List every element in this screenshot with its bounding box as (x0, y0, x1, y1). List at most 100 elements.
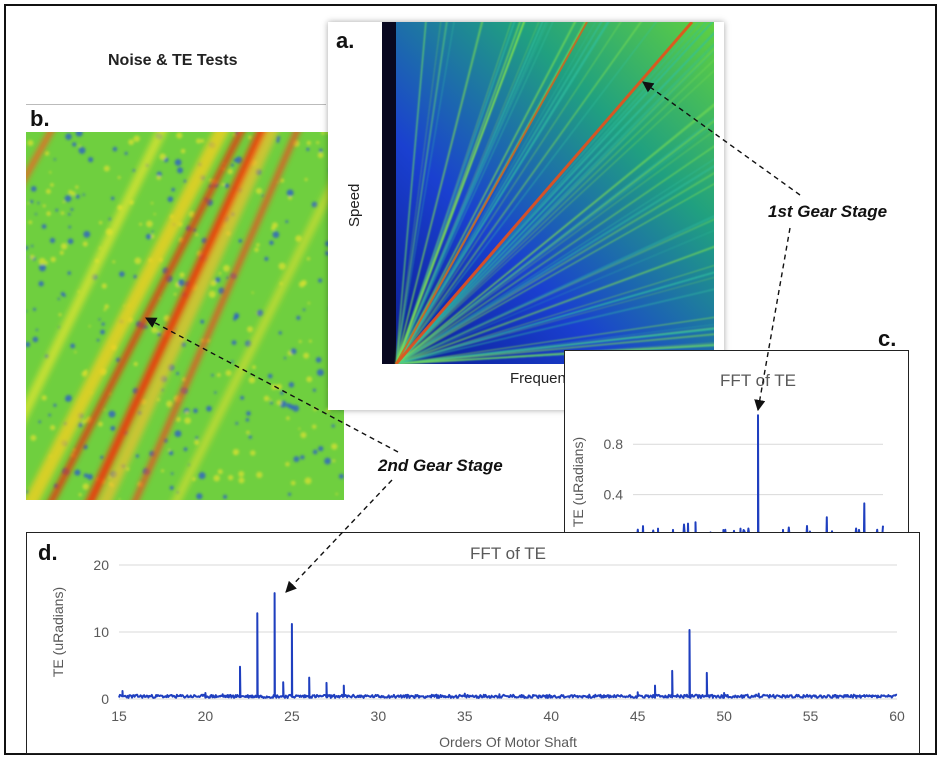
texture-speck (156, 175, 162, 180)
chart-d-xtick: 20 (198, 708, 214, 724)
texture-speck (65, 394, 73, 402)
texture-speck (255, 187, 263, 195)
texture-speck (252, 365, 256, 370)
texture-speck (275, 139, 280, 143)
chart-d-xtick: 30 (371, 708, 387, 724)
texture-ray (395, 22, 540, 364)
texture-speck (88, 325, 91, 328)
texture-speck (28, 220, 33, 225)
texture-ray (395, 218, 714, 364)
texture-speck (261, 194, 264, 197)
texture-speck (316, 368, 324, 377)
texture-speck (34, 213, 37, 216)
texture-speck (145, 233, 152, 240)
texture-speck (50, 256, 56, 263)
texture-speck (248, 135, 252, 140)
texture-speck (194, 439, 200, 446)
texture-speck (269, 240, 274, 246)
texture-speck (74, 350, 77, 354)
heading-divider (26, 104, 326, 105)
texture-speck (65, 133, 72, 140)
texture-speck (210, 280, 217, 287)
texture-speck (124, 151, 128, 155)
chart-c-ylabel: TE (uRadians) (570, 437, 586, 527)
texture-speck (30, 186, 37, 192)
texture-speck (287, 195, 293, 200)
texture-speck (304, 178, 308, 182)
texture-speck (174, 430, 182, 438)
texture-speck (166, 400, 173, 408)
texture-speck (214, 391, 217, 394)
texture-speck (177, 167, 184, 174)
texture-speck (41, 224, 47, 229)
texture-speck (161, 469, 165, 473)
texture-speck (30, 244, 34, 248)
chart-d-ytick: 20 (93, 557, 109, 573)
texture-speck (223, 264, 230, 272)
texture-speck (240, 395, 245, 400)
texture-speck (58, 313, 62, 317)
texture-speck (128, 139, 135, 146)
texture-speck (307, 301, 311, 305)
texture-ray (395, 130, 714, 364)
texture-speck (196, 493, 203, 500)
texture-speck (183, 179, 187, 183)
texture-speck (238, 238, 243, 243)
texture-speck (38, 281, 44, 287)
texture-speck (296, 315, 301, 320)
texture-speck (176, 371, 180, 375)
texture-speck (83, 444, 88, 450)
texture-ray (395, 42, 714, 364)
texture-speck (246, 326, 254, 333)
texture-speck (200, 138, 205, 143)
texture-speck (215, 277, 221, 283)
texture-speck (33, 307, 37, 311)
texture-speck (100, 455, 104, 459)
texture-ray (395, 22, 622, 364)
texture-speck (82, 419, 87, 424)
texture-speck (135, 454, 139, 458)
texture-speck (269, 398, 272, 401)
panel-b-label: b. (30, 106, 50, 131)
texture-speck (218, 272, 222, 275)
texture-ray (395, 146, 714, 364)
texture-speck (213, 474, 220, 482)
texture-speck (287, 492, 292, 496)
texture-speck (64, 195, 72, 202)
texture-speck (70, 343, 76, 349)
figure-frame (4, 4, 937, 755)
texture-speck (58, 326, 61, 329)
chart-c-title: FFT of TE (720, 371, 796, 390)
panel-a-spectrogram (382, 22, 714, 364)
texture-speck (304, 477, 312, 485)
texture-speck (26, 245, 29, 250)
texture-ray (395, 22, 547, 364)
texture-speck (222, 494, 228, 499)
texture-speck (150, 234, 155, 239)
texture-speck (198, 472, 206, 480)
texture-speck (119, 271, 125, 277)
texture-speck (86, 473, 93, 480)
texture-ray (395, 245, 714, 364)
texture-speck (103, 408, 106, 411)
texture-speck (286, 189, 294, 197)
texture-ray (395, 117, 714, 364)
texture-speck (276, 135, 281, 140)
texture-speck (231, 340, 237, 346)
texture-speck (101, 283, 107, 289)
texture-speck (195, 138, 202, 144)
texture-speck (227, 168, 233, 175)
texture-ray (395, 22, 455, 364)
texture-speck (133, 274, 138, 279)
chart-d-xtick: 45 (630, 708, 646, 724)
texture-speck (133, 135, 140, 142)
texture-speck (246, 411, 251, 416)
texture-ray (395, 333, 714, 364)
texture-ray (395, 22, 657, 364)
chart-d-ytick: 0 (101, 691, 109, 707)
texture-speck (313, 407, 317, 411)
texture-speck (82, 193, 85, 196)
texture-speck (230, 163, 234, 167)
texture-speck (151, 326, 158, 334)
texture-speck (104, 304, 109, 309)
